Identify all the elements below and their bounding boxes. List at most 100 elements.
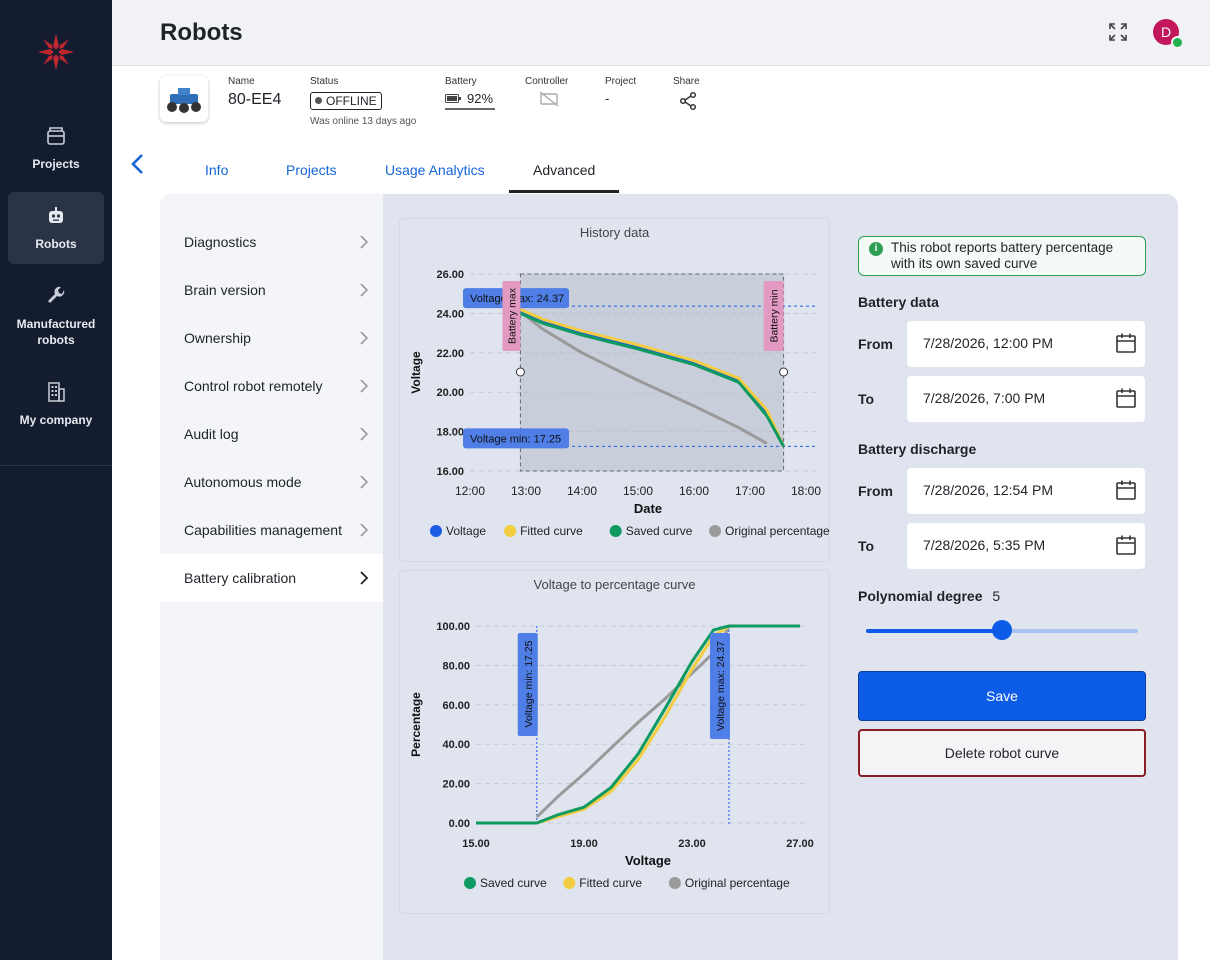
data-to-value: 7/28/2026, 7:00 PM [923, 390, 1046, 406]
menu-item-control-robot-remotely[interactable]: Control robot remotely [160, 362, 383, 410]
status-label: Status [310, 76, 339, 87]
legend-marker [464, 877, 476, 889]
nav-robots[interactable]: Robots [8, 192, 104, 264]
share-label: Share [673, 76, 700, 87]
y-tick-label: 16.00 [436, 466, 464, 478]
robot-share-block: Share [673, 76, 700, 116]
nav-projects[interactable]: Projects [8, 124, 104, 180]
legend-label: Original percentage [685, 876, 790, 890]
chevron-right-icon [360, 331, 369, 345]
menu-item-audit-log[interactable]: Audit log [160, 410, 383, 458]
sidebar-divider [0, 465, 112, 466]
data-to-input[interactable]: 7/28/2026, 7:00 PM [907, 376, 1145, 422]
discharge-to-input[interactable]: 7/28/2026, 5:35 PM [907, 523, 1145, 569]
company-logo-icon [38, 34, 74, 70]
battery-max-tag [502, 281, 521, 351]
slider-fill [866, 629, 1002, 633]
controller-label: Controller [525, 76, 569, 87]
voltage-min-tag [463, 428, 569, 449]
robot-image-icon [167, 88, 201, 113]
y-tick-label: 0.00 [449, 818, 470, 830]
calendar-icon[interactable] [1115, 479, 1137, 501]
save-button[interactable]: Save [858, 671, 1146, 721]
y-tick-label: 22.00 [436, 348, 464, 360]
share-icon[interactable] [678, 91, 698, 111]
voltage-min-tag [517, 633, 538, 736]
voltage-max-tag [709, 633, 730, 739]
x-tick-label: 16:00 [679, 484, 709, 498]
voltage-min-text: Voltage min: 17.25 [470, 433, 561, 445]
tab-info[interactable]: Info [205, 162, 229, 178]
battery-min-tag [763, 281, 784, 351]
x-tick-label: 12:00 [455, 484, 485, 498]
chevron-right-icon [360, 523, 369, 537]
y-axis-label: Voltage [409, 351, 423, 394]
y-tick-label: 18.00 [436, 427, 464, 439]
menu-item-autonomous-mode[interactable]: Autonomous mode [160, 458, 383, 506]
nav-my-company[interactable]: My company [8, 380, 104, 428]
selection-handle-left [515, 367, 525, 377]
y-tick-label: 26.00 [436, 269, 464, 281]
chevron-right-icon [360, 283, 369, 297]
legend-label: Saved curve [480, 876, 547, 890]
selection-handle-right [779, 367, 789, 377]
x-tick-label: 13:00 [511, 484, 541, 498]
menu-item-label: Capabilities management [184, 522, 342, 538]
battery-calibration-form: i This robot reports battery percentage … [842, 218, 1162, 795]
discharge-from-label: From [858, 483, 893, 499]
battery-data-label: Battery data [858, 294, 939, 310]
tab-projects[interactable]: Projects [286, 162, 337, 178]
chart-title: History data [579, 225, 650, 240]
menu-item-battery-calibration[interactable]: Battery calibration [160, 554, 383, 602]
data-from-input[interactable]: 7/28/2026, 12:00 PM [907, 321, 1145, 367]
calendar-icon[interactable] [1115, 534, 1137, 556]
chevron-right-icon [360, 235, 369, 249]
voltage-max-text: Voltage max: 24.37 [715, 641, 727, 731]
menu-item-label: Control robot remotely [184, 378, 323, 394]
robot-icon [49, 207, 63, 223]
chevron-right-icon [360, 571, 369, 585]
slider-thumb[interactable] [992, 620, 1012, 640]
menu-item-capabilities-management[interactable]: Capabilities management [160, 506, 383, 554]
tab-advanced[interactable]: Advanced [533, 162, 596, 178]
nav-label: Manufactured robots [16, 317, 96, 347]
robot-name-block: Name 80-EE4 [228, 76, 281, 109]
tab-usage-analytics[interactable]: Usage Analytics [385, 162, 485, 178]
robot-name: 80-EE4 [228, 91, 282, 108]
x-tick-label: 15.00 [462, 838, 490, 850]
name-label: Name [228, 76, 255, 87]
y-tick-label: 40.00 [442, 739, 470, 751]
delete-robot-curve-button[interactable]: Delete robot curve [858, 729, 1146, 777]
menu-item-diagnostics[interactable]: Diagnostics [160, 218, 383, 266]
info-notice: i This robot reports battery percentage … [858, 236, 1146, 276]
project-value: - [605, 91, 610, 106]
series-line-fitted-curve [519, 308, 785, 448]
data-to-label: To [858, 391, 875, 407]
calendar-icon[interactable] [1115, 332, 1137, 354]
nav-manufactured-robots[interactable]: Manufactured robots [8, 284, 104, 348]
x-axis-label: Voltage [625, 853, 671, 868]
menu-item-label: Brain version [184, 282, 266, 298]
nav-label: My company [19, 413, 93, 427]
menu-item-label: Autonomous mode [184, 474, 302, 490]
robot-thumbnail [160, 76, 208, 122]
robot-battery-block: Battery 92% [445, 76, 495, 110]
menu-item-brain-version[interactable]: Brain version [160, 266, 383, 314]
y-tick-label: 20.00 [442, 779, 470, 791]
discharge-from-input[interactable]: 7/28/2026, 12:54 PM [907, 468, 1145, 514]
menu-item-label: Battery calibration [184, 570, 297, 586]
discharge-to-label: To [858, 538, 875, 554]
fullscreen-icon[interactable] [1108, 22, 1128, 42]
calendar-icon[interactable] [1115, 387, 1137, 409]
back-arrow-icon[interactable] [128, 152, 148, 176]
chevron-right-icon [360, 475, 369, 489]
y-tick-label: 60.00 [442, 700, 470, 712]
controller-disconnected-icon [539, 91, 559, 107]
x-tick-label: 27.00 [786, 838, 814, 850]
x-tick-label: 19.00 [570, 838, 598, 850]
page-title: Robots [160, 19, 243, 46]
y-tick-label: 80.00 [442, 660, 470, 672]
menu-item-label: Ownership [184, 330, 251, 346]
menu-item-ownership[interactable]: Ownership [160, 314, 383, 362]
sidebar: Projects Robots Manufactured robots My c… [0, 0, 112, 960]
